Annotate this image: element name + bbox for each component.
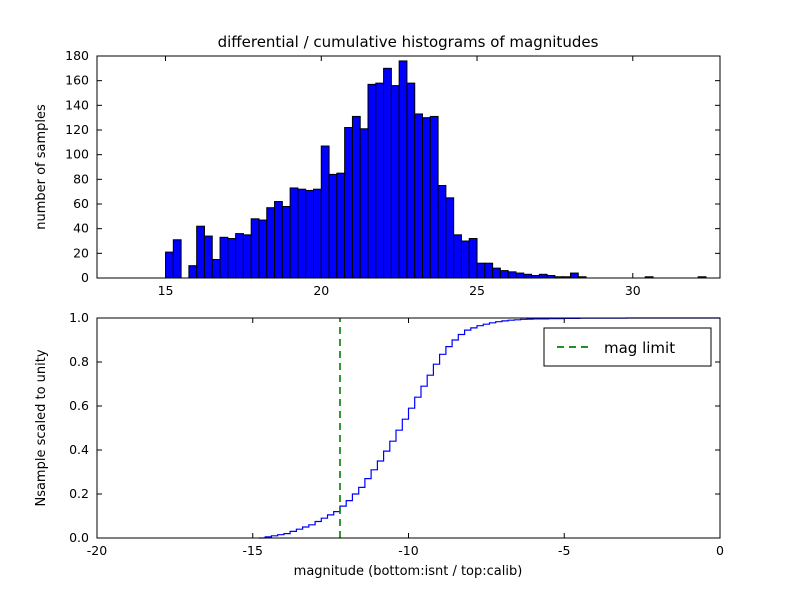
histogram-bar — [538, 273, 548, 279]
histogram-bar — [414, 113, 424, 279]
histogram-bar — [351, 115, 361, 279]
y-tick-label: 1.0 — [69, 310, 89, 325]
histogram-bar — [390, 85, 400, 279]
histogram-bar — [460, 240, 470, 279]
histogram-bar — [320, 145, 330, 279]
axes-frame — [96, 55, 721, 279]
histogram-bars — [165, 60, 707, 279]
y-tick-label: 160 — [65, 73, 89, 88]
y-tick-label: 40 — [73, 221, 89, 236]
x-tick-label: -5 — [558, 543, 570, 558]
histogram-bar — [235, 233, 244, 279]
histogram-bar — [367, 83, 377, 279]
histogram-bar — [196, 225, 205, 279]
x-tick-label: -15 — [243, 543, 263, 558]
histogram-bar — [188, 265, 198, 279]
histogram-bar — [312, 188, 322, 279]
y-tick-label: 0.4 — [69, 442, 89, 457]
histogram-bar — [515, 272, 525, 279]
histogram-bar — [406, 82, 416, 279]
y-tick-label: 100 — [65, 147, 89, 162]
histogram-bar — [499, 270, 509, 279]
histogram-bar — [492, 267, 501, 279]
y-tick-label: 120 — [65, 122, 89, 137]
histogram-bar — [211, 259, 221, 279]
histogram-bar — [336, 172, 346, 279]
histogram-bar — [429, 115, 439, 279]
y-tick-label: 0.6 — [69, 398, 89, 413]
histogram-bar — [297, 188, 307, 279]
top-histogram-axes: 15 20 25 30 0 20 40 60 80 100 120 140 160 180 — [65, 48, 721, 298]
histogram-bar — [359, 128, 369, 279]
histogram-bar — [266, 207, 276, 279]
top-ylabel: number of samples — [34, 104, 49, 230]
y-tick-label: 140 — [65, 97, 89, 112]
legend-label: mag limit — [604, 339, 675, 357]
bottom-xlabel: magnitude (bottom:isnt / top:calib) — [294, 564, 523, 579]
x-tick-label: 25 — [469, 283, 485, 298]
x-tick-label: 20 — [313, 283, 329, 298]
histogram-bar — [507, 271, 517, 279]
histogram-bar — [523, 273, 533, 279]
histogram-bar — [328, 173, 338, 279]
histogram-bar — [398, 60, 408, 279]
bottom-ylabel: Nsample scaled to unity — [34, 349, 49, 506]
histogram-bar — [219, 236, 229, 279]
histogram-bar — [484, 262, 494, 279]
histogram-bar — [375, 82, 385, 279]
histogram-bar — [250, 218, 260, 279]
histogram-bar — [172, 239, 182, 279]
histogram-bar — [274, 201, 283, 279]
x-tick-label: 15 — [158, 283, 174, 298]
histogram-bar — [445, 197, 455, 279]
y-tick-label: 180 — [65, 48, 89, 63]
histogram-bar — [468, 238, 478, 279]
chart-title: differential / cumulative histograms of … — [218, 33, 599, 51]
histogram-bar — [344, 127, 353, 279]
histogram-bar — [258, 219, 268, 279]
histogram-bar — [453, 234, 462, 279]
histogram-bar — [289, 187, 299, 279]
y-tick-label: 60 — [73, 196, 89, 211]
bottom-cumulative-axes: -20 -15 -10 -5 0 0.0 0.2 0.4 0.6 0.8 1.0 — [69, 310, 724, 558]
histogram-bar — [227, 238, 237, 279]
histogram-bar — [281, 205, 291, 279]
histogram-bar — [305, 189, 314, 279]
x-tick-label: 30 — [625, 283, 641, 298]
histogram-bar — [437, 185, 447, 279]
histogram-bar — [476, 262, 486, 279]
y-tick-label: 80 — [73, 171, 89, 186]
x-tick-label: 0 — [716, 543, 724, 558]
histogram-bar — [383, 67, 392, 279]
histogram-bar — [165, 251, 174, 279]
histogram-bar — [422, 117, 431, 279]
histogram-bar — [569, 272, 579, 279]
x-tick-label: -10 — [398, 543, 418, 558]
y-tick-label: 0.8 — [69, 354, 89, 369]
histogram-bar — [242, 234, 252, 279]
histogram-bar — [203, 235, 213, 279]
y-tick-label: 0.2 — [69, 486, 89, 501]
y-tick-label: 0 — [81, 270, 89, 285]
x-tick-label: -20 — [87, 543, 107, 558]
y-tick-label: 20 — [73, 245, 89, 260]
y-tick-label: 0.0 — [69, 530, 89, 545]
cumulative-line — [259, 317, 720, 539]
